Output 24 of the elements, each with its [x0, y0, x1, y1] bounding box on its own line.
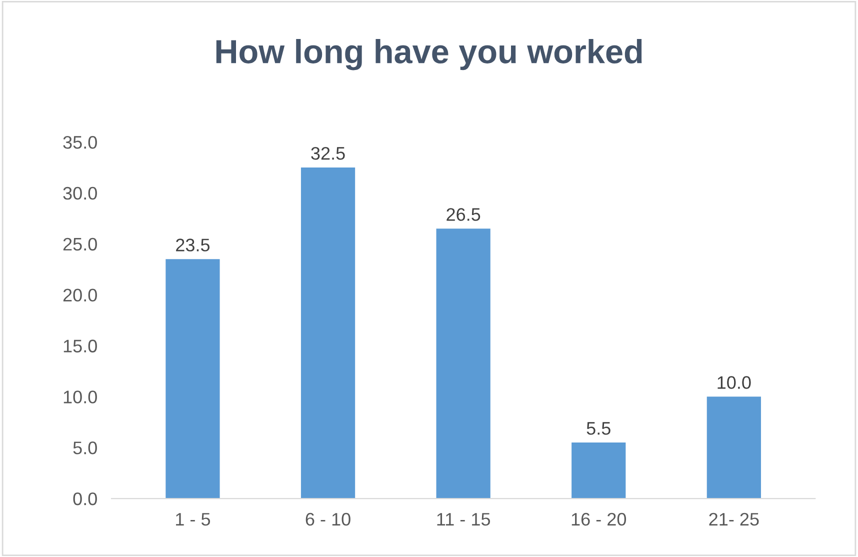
y-tick-label: 15.0	[64, 340, 97, 352]
data-label: 10.0	[718, 376, 751, 389]
y-tick-label: 35.0	[63, 136, 97, 149]
y-tick-label: 0.0	[73, 492, 97, 506]
y-tick-label: 5.0	[73, 442, 97, 454]
y-tick-label: 10.0	[64, 390, 97, 404]
chart-title: How long have you worked	[216, 38, 642, 70]
data-label: 32.5	[311, 146, 345, 160]
y-tick-label: 20.0	[63, 288, 97, 302]
bar	[166, 259, 220, 499]
data-label: 26.5	[446, 208, 480, 221]
bar	[300, 168, 356, 499]
data-label: 23.5	[176, 238, 210, 252]
bar	[436, 228, 490, 499]
y-tick-label: 25.0	[63, 238, 97, 251]
x-tick-label: 6 - 10	[306, 512, 350, 526]
x-tick-label: 16 - 20	[572, 512, 626, 526]
x-tick-label: 21- 25	[709, 512, 759, 526]
bar	[706, 396, 761, 499]
x-tick-label: 11 - 15	[437, 513, 490, 526]
y-tick-label: 30.0	[63, 186, 97, 200]
bar	[572, 442, 626, 499]
x-tick-label: 1 - 5	[176, 513, 210, 526]
data-label: 5.5	[586, 422, 610, 435]
